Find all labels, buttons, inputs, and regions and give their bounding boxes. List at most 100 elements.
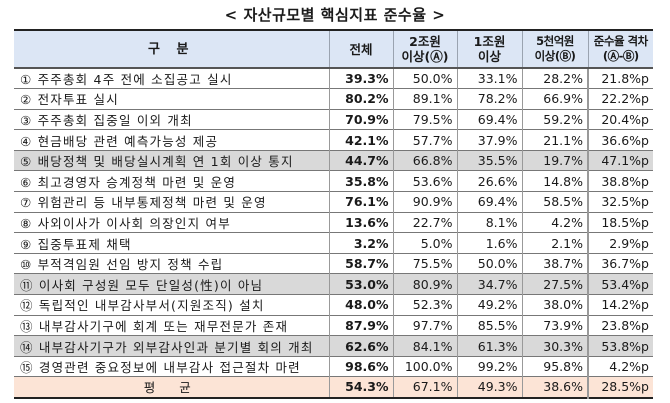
cell-gap: 20.4%p (587, 108, 653, 130)
cell-over-500b: 2.1% (521, 232, 588, 254)
table-row: ① 주주총회 4주 전에 소집공고 실시 39.3% 50.0% 33.1% 2… (14, 67, 653, 89)
row-label: ⑫ 독립적인 내부감사부서(지원조직) 설치 (14, 294, 329, 316)
cell-over-1t: 1.6% (456, 232, 522, 254)
row-label: ⑩ 부적격임원 선임 방지 정책 수립 (14, 252, 329, 274)
cell-gap: 38.8%p (587, 170, 653, 192)
table-row: ⑨ 집중투표제 채택 3.2% 5.0% 1.6% 2.1% 2.9%p (14, 232, 653, 254)
table-row: ⑥ 최고경영자 승계정책 마련 및 운영 35.8% 53.6% 26.6% 1… (14, 170, 653, 192)
row-label: ⑥ 최고경영자 승계정책 마련 및 운영 (14, 170, 329, 192)
cell-gap: 53.4%p (587, 273, 653, 295)
cell-over-1t: 49.2% (456, 294, 522, 316)
average-over-1t: 49.3% (456, 376, 522, 398)
row-label: ⑤ 배당정책 및 배당실시계획 연 1회 이상 통지 (14, 149, 329, 171)
row-label: ⑧ 사외이사가 이사회 의장인지 여부 (14, 211, 329, 233)
cell-over-500b: 38.0% (521, 294, 588, 316)
cell-over-1t: 61.3% (456, 335, 522, 357)
cell-total: 48.0% (328, 294, 393, 316)
cell-over-2t: 57.7% (392, 129, 457, 151)
cell-total: 39.3% (328, 67, 393, 89)
cell-over-1t: 26.6% (456, 170, 522, 192)
table-row: ③ 주주총회 집중일 이외 개최 70.9% 79.5% 69.4% 59.2%… (14, 108, 653, 130)
cell-over-500b: 59.2% (521, 108, 588, 130)
cell-over-2t: 90.9% (392, 191, 457, 213)
header-gap-line1: 준수율 격차 (593, 34, 648, 48)
cell-over-500b: 14.8% (521, 170, 588, 192)
cell-over-1t: 34.7% (456, 273, 522, 295)
cell-gap: 22.2%p (587, 88, 653, 110)
cell-over-500b: 66.9% (521, 88, 588, 110)
cell-over-1t: 8.1% (456, 211, 522, 233)
cell-gap: 2.9%p (587, 232, 653, 254)
cell-over-1t: 78.2% (456, 88, 522, 110)
header-gap-line2: (Ⓐ-Ⓑ) (602, 49, 639, 63)
cell-gap: 14.2%p (587, 294, 653, 316)
cell-over-2t: 5.0% (392, 232, 457, 254)
table-row: ⑧ 사외이사가 이사회 의장인지 여부 13.6% 22.7% 8.1% 4.2… (14, 211, 653, 233)
cell-gap: 53.8%p (587, 335, 653, 357)
cell-total: 98.6% (328, 355, 393, 377)
cell-total: 58.7% (328, 252, 393, 274)
cell-over-2t: 80.9% (392, 273, 457, 295)
row-label: ⑮ 경영관련 중요정보에 내부감사 접근절차 마련 (14, 355, 329, 377)
header-over-1t-line1: 1조원 (473, 34, 506, 49)
cell-total: 44.7% (328, 149, 393, 171)
cell-over-500b: 28.2% (521, 67, 588, 89)
table-row: ⑫ 독립적인 내부감사부서(지원조직) 설치 48.0% 52.3% 49.2%… (14, 294, 653, 316)
cell-over-1t: 99.2% (456, 355, 522, 377)
cell-gap: 32.5%p (587, 191, 653, 213)
cell-over-1t: 50.0% (456, 252, 522, 274)
cell-over-2t: 100.0% (392, 355, 457, 377)
cell-over-500b: 38.7% (521, 252, 588, 274)
cell-gap: 47.1%p (587, 149, 653, 171)
cell-over-2t: 75.5% (392, 252, 457, 274)
compliance-table: 구 분 전체 2조원 이상(Ⓐ) 1조원 이상 5천억원 이상(Ⓑ) 준수율 격… (14, 29, 653, 399)
row-label: ⑨ 집중투표제 채택 (14, 232, 329, 254)
cell-over-1t: 35.5% (456, 149, 522, 171)
table-row: ⑪ 이사회 구성원 모두 단일성(性)이 아님 53.0% 80.9% 34.7… (14, 273, 653, 295)
header-category: 구 분 (14, 29, 329, 69)
cell-over-1t: 37.9% (456, 129, 522, 151)
header-over-1t: 1조원 이상 (456, 29, 522, 69)
header-total: 전체 (328, 29, 393, 69)
cell-gap: 36.7%p (587, 252, 653, 274)
average-gap: 28.5%p (587, 376, 653, 398)
cell-gap: 18.5%p (587, 211, 653, 233)
cell-over-1t: 85.5% (456, 314, 522, 336)
average-total: 54.3% (328, 376, 393, 398)
cell-over-500b: 73.9% (521, 314, 588, 336)
header-gap: 준수율 격차 (Ⓐ-Ⓑ) (587, 29, 653, 69)
cell-over-500b: 19.7% (521, 149, 588, 171)
cell-over-2t: 97.7% (392, 314, 457, 336)
cell-over-1t: 69.4% (456, 108, 522, 130)
row-label: ⑭ 내부감사기구가 외부감사인과 분기별 회의 개최 (14, 335, 329, 357)
cell-over-2t: 53.6% (392, 170, 457, 192)
header-over-500b-line2: 이상(Ⓑ) (534, 49, 576, 63)
cell-total: 87.9% (328, 314, 393, 336)
header-over-2t-line2: 이상(Ⓐ) (401, 49, 449, 64)
header-over-500b: 5천억원 이상(Ⓑ) (521, 29, 588, 69)
header-row: 구 분 전체 2조원 이상(Ⓐ) 1조원 이상 5천억원 이상(Ⓑ) 준수율 격… (14, 29, 653, 69)
cell-over-2t: 22.7% (392, 211, 457, 233)
header-over-2t-line1: 2조원 (409, 34, 441, 49)
average-over-2t: 67.1% (392, 376, 457, 398)
cell-over-500b: 27.5% (521, 273, 588, 295)
page-title: < 자산규모별 핵심지표 준수율 > (224, 6, 446, 24)
row-label: ⑬ 내부감사기구에 회계 또는 재무전문가 존재 (14, 314, 329, 336)
cell-over-500b: 30.3% (521, 335, 588, 357)
cell-gap: 21.8%p (587, 67, 653, 89)
row-label: ⑪ 이사회 구성원 모두 단일성(性)이 아님 (14, 273, 329, 295)
cell-total: 70.9% (328, 108, 393, 130)
cell-gap: 36.6%p (587, 129, 653, 151)
cell-over-2t: 84.1% (392, 335, 457, 357)
cell-gap: 23.8%p (587, 314, 653, 336)
cell-total: 80.2% (328, 88, 393, 110)
cell-over-500b: 58.5% (521, 191, 588, 213)
cell-over-500b: 4.2% (521, 211, 588, 233)
header-over-500b-line1: 5천억원 (536, 34, 574, 48)
cell-over-2t: 79.5% (392, 108, 457, 130)
table-row: ⑭ 내부감사기구가 외부감사인과 분기별 회의 개최 62.6% 84.1% 6… (14, 335, 653, 357)
cell-total: 42.1% (328, 129, 393, 151)
cell-over-1t: 69.4% (456, 191, 522, 213)
cell-over-2t: 50.0% (392, 67, 457, 89)
row-label: ④ 현금배당 관련 예측가능성 제공 (14, 129, 329, 151)
